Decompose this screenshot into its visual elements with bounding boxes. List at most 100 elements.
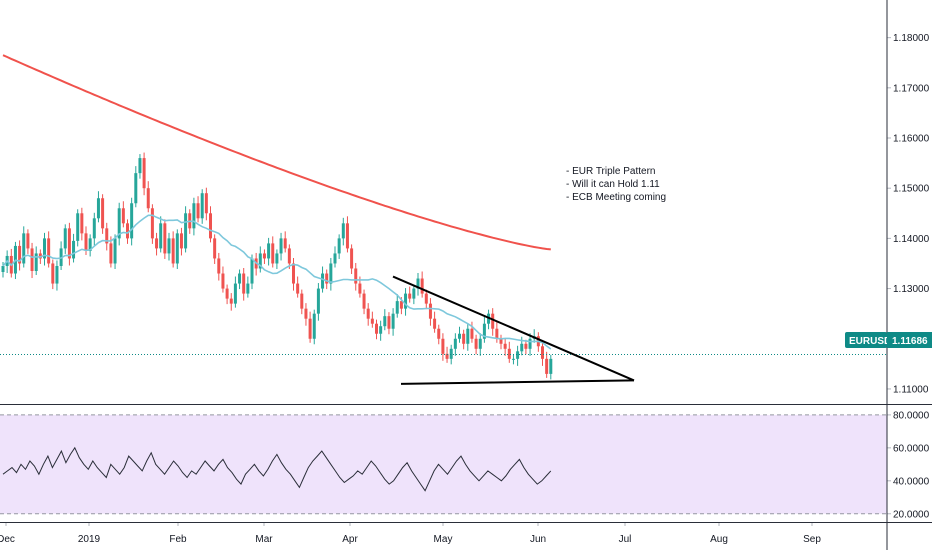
x-tick-label: 2019 <box>78 534 101 545</box>
y-tick-label: 1.15000 <box>893 184 930 195</box>
candle-body <box>163 223 167 254</box>
candle-body <box>441 338 445 354</box>
candle-body <box>250 258 254 284</box>
candle-body <box>524 343 528 349</box>
candle-body <box>217 258 221 274</box>
annotation-line: - ECB Meeting coming <box>566 192 666 203</box>
candle-body <box>238 273 242 284</box>
candle-body <box>528 338 532 349</box>
x-tick-label: Jul <box>619 534 632 545</box>
candle-body <box>545 358 549 374</box>
candle-body <box>26 233 30 249</box>
candle-body <box>358 283 362 294</box>
candle-body <box>321 273 325 289</box>
annotation-line: - Will it can Hold 1.11 <box>566 179 660 190</box>
candle-body <box>424 293 428 304</box>
candle-body <box>449 348 453 359</box>
candle-body <box>38 253 42 259</box>
x-tick-label: Aug <box>710 534 728 545</box>
candle-body <box>109 243 113 264</box>
candle-body <box>341 223 345 239</box>
rsi-tick-label: 60.0000 <box>893 443 930 454</box>
candle-body <box>67 228 71 259</box>
candle-body <box>138 158 142 174</box>
candle-body <box>175 233 179 264</box>
candle-body <box>233 283 237 304</box>
rsi-tick-label: 80.0000 <box>893 410 930 421</box>
candle-body <box>184 213 188 249</box>
candle-body <box>503 343 507 349</box>
candle-body <box>445 353 449 359</box>
y-tick-label: 1.14000 <box>893 234 930 245</box>
annotation-note: - EUR Triple Pattern - Will it can Hold … <box>566 166 666 203</box>
candle-body <box>88 238 92 251</box>
candle-body <box>375 323 378 334</box>
candle-body <box>76 213 80 241</box>
candle-body <box>453 338 457 349</box>
candle-body <box>134 173 138 204</box>
candle-body <box>96 198 100 219</box>
candle-body <box>316 288 320 314</box>
candle-body <box>491 313 495 329</box>
candle-body <box>47 238 51 264</box>
last-price-badge: EURUSD 1.11686 <box>845 332 932 348</box>
rsi-layer <box>2 446 552 492</box>
candle-body <box>130 203 134 239</box>
candle-body <box>179 233 183 249</box>
annotation-line: - EUR Triple Pattern <box>566 166 655 177</box>
moving-average-fast <box>2 214 552 350</box>
candle-body <box>416 278 420 289</box>
candle-body <box>167 238 171 254</box>
candle-body <box>383 316 387 327</box>
candle-body <box>391 313 395 329</box>
candle-body <box>34 253 38 272</box>
candle-body <box>22 233 26 264</box>
candle-body <box>470 328 474 339</box>
candle-body <box>246 283 250 294</box>
candle-body <box>142 158 146 189</box>
price-badge <box>887 332 932 348</box>
candle-body <box>92 218 96 239</box>
candle-body <box>404 293 408 309</box>
candle-body <box>225 288 229 299</box>
candle-body <box>209 213 212 239</box>
candle-body <box>412 288 416 299</box>
descending-trendline <box>392 275 635 382</box>
candle-body <box>549 358 553 374</box>
candle-body <box>121 208 125 224</box>
candle-body <box>300 293 304 309</box>
candle-body <box>541 346 544 359</box>
candle-body <box>437 328 441 339</box>
candle-body <box>117 208 121 239</box>
candle-body <box>113 238 117 264</box>
candle-body <box>474 338 478 349</box>
candle-body <box>511 358 515 360</box>
candle-body <box>354 268 358 284</box>
candle-body <box>30 248 34 272</box>
candle-body <box>325 273 329 284</box>
candle-body <box>51 263 55 284</box>
drawing-layer[interactable] <box>0 275 887 385</box>
candle-body <box>271 243 275 264</box>
candle-body <box>366 308 370 319</box>
candle-body <box>329 263 333 284</box>
candle-body <box>387 316 391 329</box>
rsi-tick-label: 20.0000 <box>893 509 930 520</box>
candle-body <box>408 293 412 299</box>
rsi-band <box>0 414 887 514</box>
candle-body <box>101 198 105 229</box>
x-tick-label: Sep <box>803 534 821 545</box>
y-tick-label: 1.13000 <box>893 284 930 295</box>
x-tick-label: Mar <box>255 534 273 545</box>
x-tick-label: Dec <box>0 534 15 545</box>
candle-body <box>80 213 84 234</box>
candle-body <box>155 238 159 249</box>
x-tick-label: Feb <box>169 534 187 545</box>
candle-body <box>126 223 129 239</box>
candle-body <box>350 248 354 269</box>
candle-body <box>499 338 503 344</box>
x-tick-label: May <box>434 534 453 545</box>
x-tick-label: Apr <box>342 534 358 545</box>
symbol-badge <box>845 332 887 348</box>
